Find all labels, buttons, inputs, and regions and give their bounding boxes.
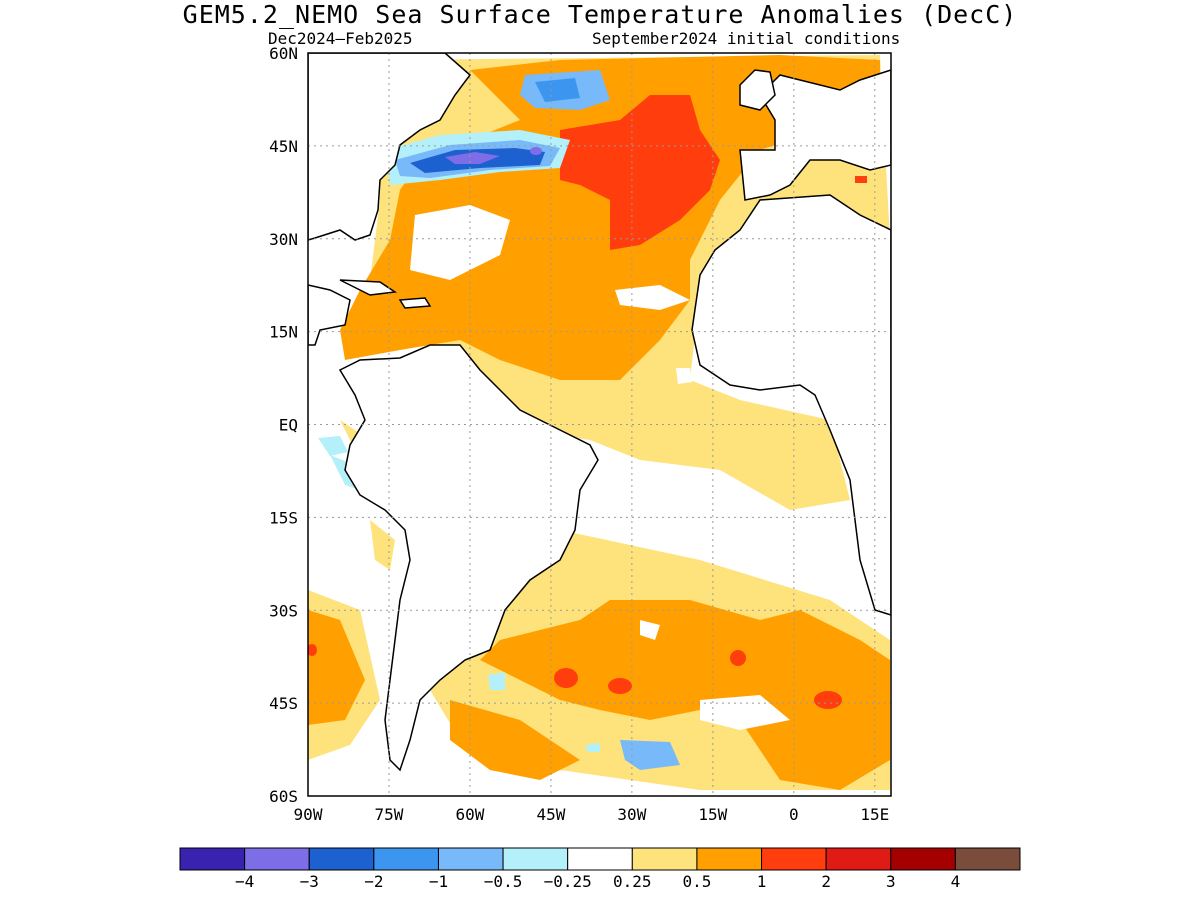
colorbar-swatch	[179, 847, 246, 871]
colorbar-label: −3	[300, 872, 319, 891]
latitude-labels: 60N 45N 30N 15N EQ 15S 30S 45S 60S	[269, 44, 298, 806]
map-title: GEM5.2_NEMO Sea Surface Temperature Anom…	[182, 0, 1018, 29]
forecast-period: Dec2024–Feb2025	[268, 29, 413, 48]
colorbar-swatch	[308, 847, 375, 871]
lat-tick-label: 45S	[269, 694, 298, 713]
colorbar-swatch	[567, 847, 633, 871]
caribbean-islands	[339, 279, 432, 309]
british-isles	[739, 69, 776, 111]
lat-tick-label: 15N	[269, 323, 298, 342]
colorbar-label: −2	[364, 872, 383, 891]
colorbar-labels: −4 −3 −2 −1 −0.5 −0.25 0.25 0.5 1 2 3 4	[235, 872, 960, 891]
lat-tick-label: 60S	[269, 787, 298, 806]
colorbar-label: −4	[235, 872, 254, 891]
colorbar-label: 0.5	[682, 872, 711, 891]
lon-tick-label: 0	[789, 805, 799, 824]
central-america	[308, 284, 351, 346]
lat-tick-label: 60N	[269, 44, 298, 63]
lat-tick-label: EQ	[279, 416, 298, 435]
colorbar-swatch	[696, 847, 763, 871]
lon-tick-label: 45W	[536, 805, 565, 824]
north-america	[308, 53, 472, 241]
colorbar-swatch	[890, 847, 956, 871]
map-frame	[307, 52, 892, 797]
lon-tick-label: 15E	[860, 805, 889, 824]
longitude-labels: 90W 75W 60W 45W 30W 15W 0 15E	[294, 805, 890, 824]
colorbar-label: −1	[429, 872, 448, 891]
colorbar-swatch	[825, 847, 892, 871]
colorbar-label: 3	[886, 872, 896, 891]
lon-tick-label: 60W	[455, 805, 484, 824]
south-america	[338, 344, 599, 772]
lon-tick-label: 15W	[698, 805, 727, 824]
lat-tick-label: 45N	[269, 137, 298, 156]
anomaly-field	[308, 55, 890, 790]
colorbar-label: 4	[951, 872, 961, 891]
colorbar-label: 1	[757, 872, 767, 891]
graticule	[308, 53, 891, 796]
colorbar-swatch	[954, 847, 1021, 871]
colorbar-swatch	[631, 847, 698, 871]
colorbar-swatch	[373, 847, 439, 871]
lat-tick-label: 30S	[269, 601, 298, 620]
colorbar-swatch	[502, 847, 569, 871]
colorbar-label: 0.25	[613, 872, 652, 891]
colorbar-label: −0.25	[544, 872, 592, 891]
lat-tick-label: 30N	[269, 230, 298, 249]
lon-tick-label: 75W	[375, 805, 404, 824]
colorbar-swatch	[761, 847, 827, 871]
lon-tick-label: 30W	[617, 805, 646, 824]
colorbar-swatch	[437, 847, 504, 871]
initial-conditions: September2024 initial conditions	[592, 29, 901, 48]
colorbar-label: 2	[821, 872, 831, 891]
lat-tick-label: 15S	[269, 508, 298, 527]
colorbar	[179, 847, 1021, 871]
colorbar-label: −0.5	[484, 872, 523, 891]
colorbar-swatch	[244, 847, 310, 871]
africa	[691, 194, 891, 616]
land	[308, 53, 891, 772]
lon-tick-label: 90W	[294, 805, 323, 824]
